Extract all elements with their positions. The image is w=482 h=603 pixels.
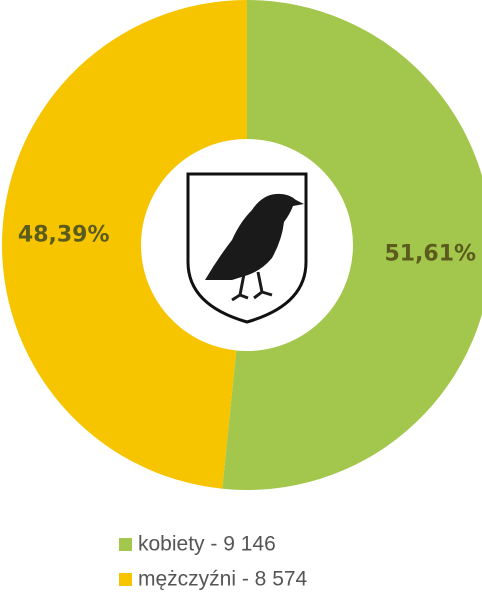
legend: kobiety - 9 146 mężczyźni - 8 574 xyxy=(119,533,308,591)
page: {"chart_data": {"type": "pie", "donut": … xyxy=(0,0,482,603)
value-label: 51,61% xyxy=(384,241,476,266)
legend-label: mężczyźni - 8 574 xyxy=(138,568,308,591)
crest xyxy=(188,174,306,322)
value-label: 48,39% xyxy=(18,223,110,248)
legend-swatch xyxy=(119,538,132,551)
chart: 51,61% 48,39% kobiety - 9 146 mężczyźni - … xyxy=(0,0,482,603)
legend-swatch xyxy=(119,573,132,586)
legend-label: kobiety - 9 146 xyxy=(138,533,276,556)
